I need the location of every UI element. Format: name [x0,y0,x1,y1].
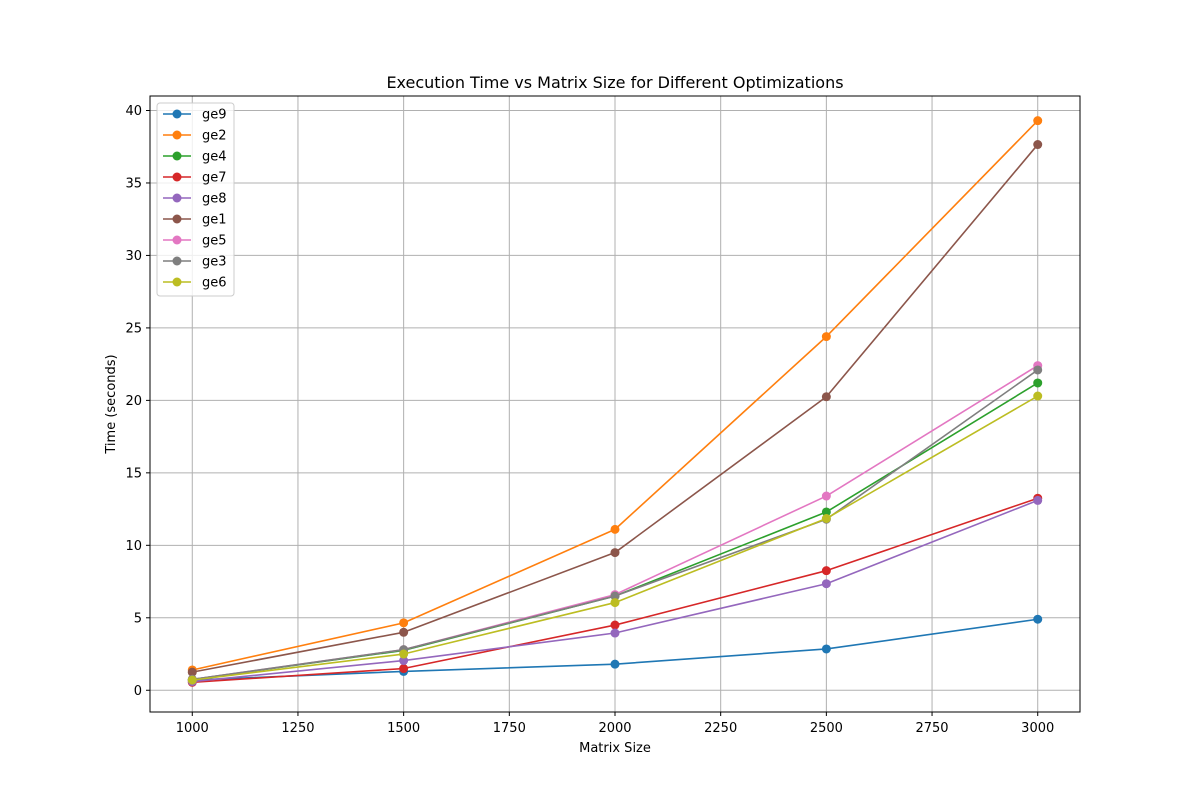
data-point-ge6 [821,514,831,524]
data-point-ge4 [1033,378,1043,388]
legend-label: ge9 [202,108,227,123]
series-group [187,116,1043,687]
data-point-ge5 [821,491,831,501]
data-point-ge1 [610,548,620,558]
x-tick-label: 2500 [810,721,843,736]
legend-item-ge1: ge1 [163,213,227,228]
x-tick-label: 1500 [387,721,420,736]
data-point-ge6 [187,675,197,685]
legend-marker [172,151,182,161]
legend-item-ge6: ge6 [163,276,227,291]
chart-title: Execution Time vs Matrix Size for Differ… [386,73,843,92]
legend: ge9 ge2 ge4 ge7 ge8 ge1 ge5 ge3 ge6 [156,102,235,297]
legend-label: ge1 [202,213,227,228]
data-point-ge8 [821,579,831,589]
legend-marker [172,214,182,224]
data-point-ge1 [187,667,197,677]
data-point-ge9 [1033,614,1043,624]
data-point-ge8 [610,628,620,638]
legend-marker [172,130,182,140]
y-axis-label: Time (seconds) [104,354,119,454]
data-point-ge8 [399,656,409,666]
x-tick-label: 2750 [915,721,948,736]
legend-marker [172,172,182,182]
data-point-ge7 [821,566,831,576]
legend-label: ge5 [202,234,227,249]
data-point-ge9 [821,644,831,654]
data-point-ge6 [399,649,409,659]
data-point-ge3 [1033,365,1043,375]
x-tick-label: 1250 [281,721,314,736]
series-ge1 [187,140,1043,677]
legend-item-ge2: ge2 [163,129,227,144]
data-point-ge6 [610,598,620,608]
legend-marker [172,277,182,287]
legend-box [156,102,235,297]
x-tick-label: 2250 [704,721,737,736]
y-tick-label: 35 [125,176,142,191]
y-tick-label: 15 [125,466,142,481]
data-point-ge1 [399,627,409,637]
y-tick-label: 40 [125,104,142,119]
data-point-ge3 [610,591,620,601]
data-point-ge2 [1033,116,1043,126]
legend-label: ge4 [202,150,227,165]
data-point-ge6 [1033,391,1043,401]
data-point-ge8 [1033,495,1043,505]
legend-label: ge6 [202,276,227,291]
y-tick-label: 10 [125,539,142,554]
grid [150,96,1080,712]
data-point-ge1 [821,392,831,402]
y-tick-label: 5 [134,611,142,626]
legend-marker [172,235,182,245]
data-point-ge4 [821,507,831,517]
x-tick-label: 2000 [598,721,631,736]
legend-item-ge8: ge8 [163,192,227,207]
y-axis-ticks: 0 5 10 15 20 25 30 35 40 [125,104,150,699]
legend-marker [172,109,182,119]
data-point-ge9 [610,659,620,669]
legend-item-ge5: ge5 [163,234,227,249]
legend-marker [172,193,182,203]
y-tick-label: 0 [134,684,142,699]
data-point-ge7 [610,620,620,630]
data-point-ge2 [821,332,831,342]
data-point-ge7 [399,664,409,674]
y-tick-label: 30 [125,249,142,264]
legend-item-ge4: ge4 [163,150,227,165]
legend-label: ge3 [202,255,227,270]
legend-label: ge2 [202,129,227,144]
x-tick-label: 3000 [1021,721,1054,736]
series-ge6 [187,391,1043,685]
legend-item-ge7: ge7 [163,171,227,186]
data-point-ge2 [399,618,409,628]
x-axis-ticks: 1000 1250 1500 1750 2000 2250 2500 2750 3000 [176,712,1054,736]
data-point-ge1 [1033,140,1043,150]
legend-item-ge3: ge3 [163,255,227,270]
x-tick-label: 1000 [176,721,209,736]
data-point-ge2 [610,524,620,534]
legend-marker [172,256,182,266]
y-tick-label: 20 [125,394,142,409]
legend-label: ge7 [202,171,227,186]
legend-label: ge8 [202,192,227,207]
x-tick-label: 1750 [493,721,526,736]
y-tick-label: 25 [125,321,142,336]
legend-item-ge9: ge9 [163,108,227,123]
x-axis-label: Matrix Size [579,741,651,756]
